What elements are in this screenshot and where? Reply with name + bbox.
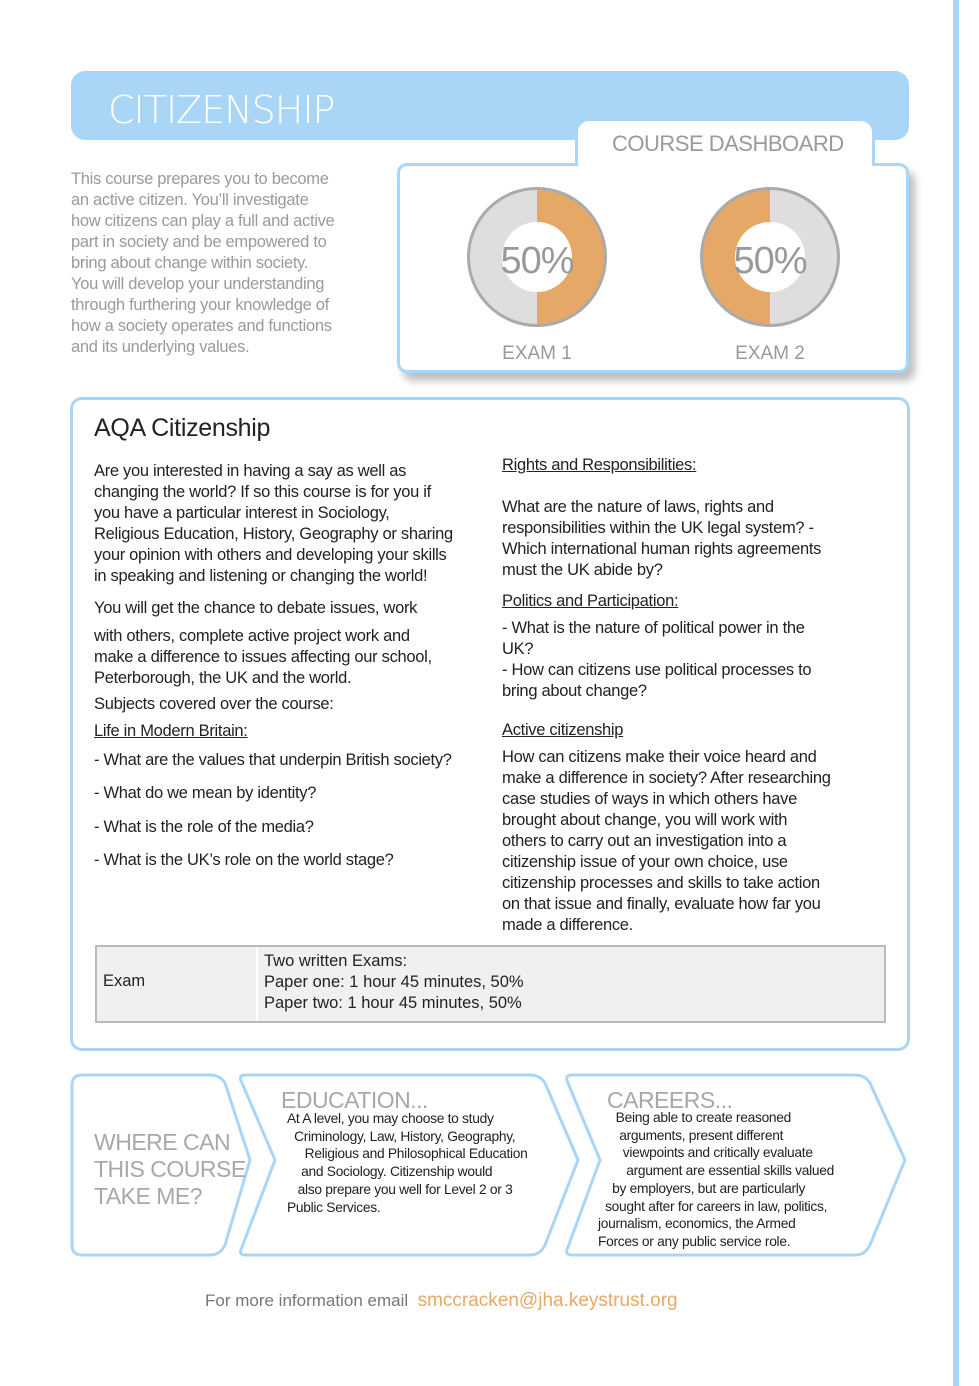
footer: For more information email smccracken@jh… — [205, 1290, 678, 1312]
life-item: - What are the values that underpin Brit… — [94, 751, 452, 769]
pathway-chevrons — [70, 1073, 907, 1257]
exam-2-label: EXAM 2 — [735, 343, 805, 364]
politics-text: - What is the nature of political power … — [502, 619, 812, 700]
rights-text: What are the nature of laws, rights and … — [502, 498, 822, 579]
intro-paragraph: Are you interested in having a say as we… — [94, 462, 453, 585]
exam-table-value: Two written Exams: Paper one: 1 hour 45 … — [264, 952, 524, 1012]
exam-2-percent: 50% — [733, 240, 807, 282]
careers-chevron — [565, 1073, 907, 1257]
exam-1-label: EXAM 1 — [502, 343, 572, 364]
contact-email-link[interactable]: smccracken@jha.keystrust.org — [417, 1290, 678, 1311]
dashboard-tab — [575, 118, 875, 168]
exam-table-label: Exam — [97, 947, 258, 1021]
education-chevron — [239, 1073, 580, 1257]
pathway-question: WHERE CAN THIS COURSE TAKE ME? — [94, 1129, 246, 1209]
active-heading: Active citizenship — [502, 721, 624, 739]
course-heading: AQA Citizenship — [94, 414, 271, 442]
active-text: How can citizens make their voice heard … — [502, 748, 831, 934]
course-details-panel — [70, 397, 910, 1051]
careers-text: Being able to create reasoned arguments,… — [598, 1110, 835, 1249]
tab-join — [578, 160, 872, 170]
dashboard-title: COURSE DASHBOARD — [612, 131, 844, 156]
careers-title: CAREERS... — [607, 1087, 733, 1113]
page-edge-bar — [953, 0, 959, 1386]
debate-paragraph-1: You will get the chance to debate issues… — [94, 599, 418, 617]
life-item: - What is the UK’s role on the world sta… — [94, 851, 394, 869]
page-title: CITIZENSHIP — [108, 88, 335, 132]
question-chevron — [70, 1073, 252, 1257]
life-item: - What is the role of the media? — [94, 818, 314, 836]
exam-table: Exam Two written Exams: Paper one: 1 hou… — [95, 945, 886, 1023]
politics-heading: Politics and Participation: — [502, 592, 679, 610]
footer-text: For more information email — [205, 1291, 409, 1310]
subjects-intro: Subjects covered over the course: — [94, 695, 334, 713]
exam-2-donut — [700, 187, 840, 327]
exam-1-percent: 50% — [500, 240, 574, 282]
rights-heading: Rights and Responsibilities: — [502, 456, 697, 474]
intro-text: This course prepares you to become an ac… — [71, 170, 335, 356]
exam-1-donut — [467, 187, 607, 327]
education-text: At A level, you may choose to study Crim… — [287, 1111, 528, 1215]
education-title: EDUCATION... — [281, 1087, 428, 1113]
debate-paragraph-2: with others, complete active project wor… — [94, 627, 432, 687]
life-item: - What do we mean by identity? — [94, 784, 317, 802]
life-heading: Life in Modern Britain: — [94, 722, 248, 740]
